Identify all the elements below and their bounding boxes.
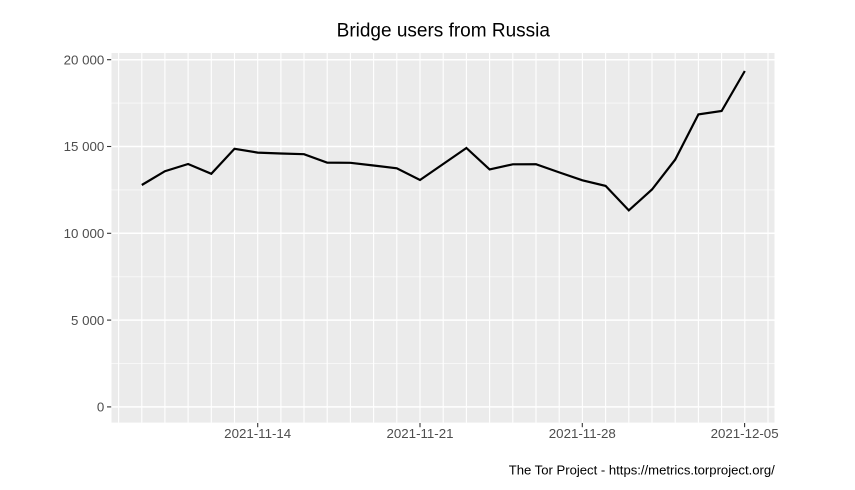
svg-text:2021-11-21: 2021-11-21 bbox=[386, 426, 453, 441]
svg-text:2021-12-05: 2021-12-05 bbox=[711, 426, 779, 441]
svg-text:0: 0 bbox=[97, 400, 104, 415]
svg-text:10 000: 10 000 bbox=[64, 226, 105, 241]
svg-text:5 000: 5 000 bbox=[71, 313, 104, 328]
svg-text:2021-11-14: 2021-11-14 bbox=[224, 426, 291, 441]
svg-text:2021-11-28: 2021-11-28 bbox=[549, 426, 616, 441]
svg-text:Bridge users from Russia: Bridge users from Russia bbox=[337, 21, 551, 42]
svg-text:20 000: 20 000 bbox=[64, 52, 105, 67]
svg-text:The Tor Project - https://metr: The Tor Project - https://metrics.torpro… bbox=[509, 462, 775, 477]
svg-text:15 000: 15 000 bbox=[64, 139, 105, 154]
